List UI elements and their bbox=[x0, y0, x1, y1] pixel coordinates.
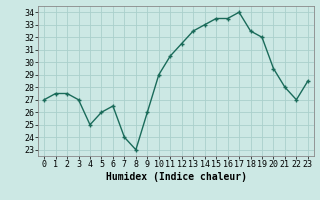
X-axis label: Humidex (Indice chaleur): Humidex (Indice chaleur) bbox=[106, 172, 246, 182]
